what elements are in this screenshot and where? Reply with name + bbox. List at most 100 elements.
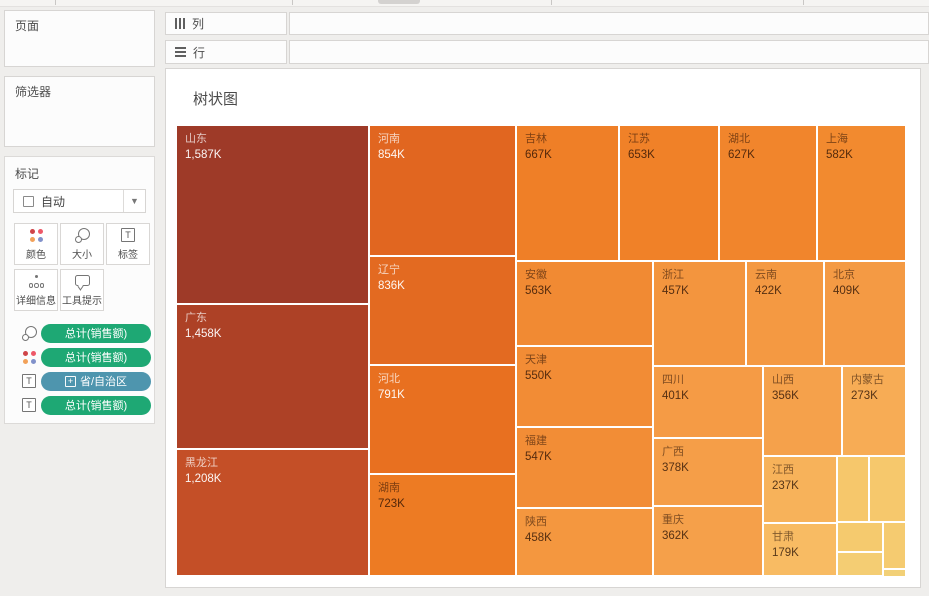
treemap-cell[interactable]: 江苏 653K [620, 126, 718, 260]
cell-province-label: 河南 [378, 133, 400, 145]
cell-value-label: 550K [525, 370, 552, 382]
treemap-cell[interactable]: 山西 356K [764, 367, 841, 455]
expand-plus-icon[interactable]: + [64, 375, 76, 387]
cell-value-label: 378K [662, 462, 689, 474]
toolbar-separator [551, 0, 552, 5]
treemap-chart: 山东 1,587K 广东 1,458K 黑龙江 1,208K 河南 854K 辽宁 836K 河北 7… [177, 126, 905, 576]
treemap-cell[interactable] [884, 570, 905, 576]
columns-shelf[interactable] [289, 12, 929, 35]
treemap-cell[interactable]: 重庆 362K [654, 507, 762, 575]
label-button[interactable]: T 标签 [106, 223, 150, 265]
tooltip-button[interactable]: 工具提示 [60, 269, 104, 311]
treemap-cell[interactable]: 陕西 458K [517, 509, 652, 575]
treemap-cell[interactable]: 吉林 667K [517, 126, 618, 260]
filters-shelf[interactable]: 筛选器 [4, 76, 155, 147]
toolbar-remnant [0, 0, 929, 7]
cell-province-label: 江苏 [628, 133, 650, 145]
size-button[interactable]: 大小 [60, 223, 104, 265]
treemap-cell[interactable]: 北京 409K [825, 262, 905, 365]
tooltip-button-label: 工具提示 [62, 296, 102, 307]
cell-value-label: 362K [662, 530, 689, 542]
treemap-cell[interactable]: 辽宁 836K [370, 257, 515, 364]
size-button-label: 大小 [72, 250, 92, 261]
cell-value-label: 237K [772, 480, 799, 492]
pill-sum-sales-label[interactable]: 总计(销售额) [41, 395, 151, 415]
mark-type-dropdown[interactable]: 自动 ▼ [13, 189, 146, 213]
cell-value-label: 422K [755, 285, 782, 297]
cell-value-label: 1,587K [185, 149, 222, 161]
sheet-title: 树状图 [193, 91, 239, 108]
pill-sum-sales-size[interactable]: 总计(销售额) [41, 323, 151, 343]
treemap-cell[interactable] [838, 457, 868, 521]
color-button-label: 颜色 [26, 250, 46, 261]
treemap-cell[interactable]: 山东 1,587K [177, 126, 368, 303]
treemap-cell[interactable] [838, 553, 882, 575]
pages-shelf[interactable]: 页面 [4, 10, 155, 67]
columns-shelf-label: 列 [165, 12, 287, 35]
filters-shelf-label: 筛选器 [15, 85, 52, 99]
square-mark-icon [23, 195, 34, 207]
size-circles-icon [61, 224, 103, 246]
cell-province-label: 内蒙古 [851, 374, 884, 386]
cell-value-label: 854K [378, 149, 405, 161]
treemap-cell[interactable] [884, 523, 905, 568]
treemap-cell[interactable]: 四川 401K [654, 367, 762, 437]
treemap-cell[interactable] [838, 523, 882, 551]
cell-value-label: 667K [525, 149, 552, 161]
rows-icon [175, 47, 186, 57]
treemap-cell[interactable]: 天津 550K [517, 347, 652, 426]
treemap-cell[interactable]: 河北 791K [370, 366, 515, 473]
cell-value-label: 401K [662, 390, 689, 402]
cell-province-label: 江西 [772, 464, 794, 476]
rows-shelf[interactable] [289, 40, 929, 64]
cell-province-label: 山东 [185, 133, 207, 145]
toolbar-separator [55, 0, 56, 5]
pill-sum-sales-color[interactable]: 总计(销售额) [41, 347, 151, 367]
text-icon: T [20, 398, 38, 412]
marks-card-title: 标记 [15, 167, 40, 181]
treemap-cell[interactable]: 湖南 723K [370, 475, 515, 575]
treemap-cell[interactable]: 河南 854K [370, 126, 515, 255]
marks-pill-row: T 总计(销售额) [5, 395, 156, 415]
treemap-cell[interactable]: 广东 1,458K [177, 305, 368, 448]
treemap-cell[interactable]: 黑龙江 1,208K [177, 450, 368, 575]
cell-province-label: 湖南 [378, 482, 400, 494]
cell-province-label: 福建 [525, 435, 547, 447]
cell-value-label: 582K [826, 149, 853, 161]
detail-button[interactable]: 详细信息 [14, 269, 58, 311]
treemap-cell[interactable]: 湖北 627K [720, 126, 816, 260]
size-icon [20, 325, 38, 341]
treemap-cell[interactable]: 广西 378K [654, 439, 762, 505]
rows-shelf-label: 行 [165, 40, 287, 64]
speech-bubble-icon [61, 270, 103, 292]
cell-province-label: 河北 [378, 373, 400, 385]
pill-label: 省/自治区 [79, 376, 128, 388]
cell-province-label: 云南 [755, 269, 777, 281]
cell-province-label: 山西 [772, 374, 794, 386]
treemap-cell[interactable] [870, 457, 905, 521]
treemap-cell[interactable]: 福建 547K [517, 428, 652, 507]
cell-value-label: 409K [833, 285, 860, 297]
cell-value-label: 791K [378, 389, 405, 401]
pill-province-label[interactable]: + 省/自治区 [41, 371, 151, 391]
color-icon [20, 350, 38, 364]
text-icon: T [107, 224, 149, 246]
pill-label: 总计(销售额) [64, 328, 128, 340]
treemap-cell[interactable]: 浙江 457K [654, 262, 745, 365]
marks-pill-row: 总计(销售额) [5, 347, 156, 367]
treemap-cell[interactable]: 江西 237K [764, 457, 836, 522]
treemap-cell[interactable]: 甘肃 179K [764, 524, 836, 575]
pill-label: 总计(销售额) [64, 352, 128, 364]
treemap-cell[interactable]: 安徽 563K [517, 262, 652, 345]
cell-province-label: 浙江 [662, 269, 684, 281]
cell-province-label: 四川 [662, 374, 684, 386]
color-dots-icon [15, 224, 57, 246]
treemap-cell[interactable]: 云南 422K [747, 262, 823, 365]
treemap-cell[interactable]: 上海 582K [818, 126, 905, 260]
color-button[interactable]: 颜色 [14, 223, 58, 265]
chevron-down-icon[interactable]: ▼ [123, 190, 145, 212]
toolbar-separator [292, 0, 293, 5]
columns-shelf-text: 列 [192, 17, 205, 31]
treemap-cell[interactable]: 内蒙古 273K [843, 367, 905, 455]
columns-icon [175, 18, 185, 29]
